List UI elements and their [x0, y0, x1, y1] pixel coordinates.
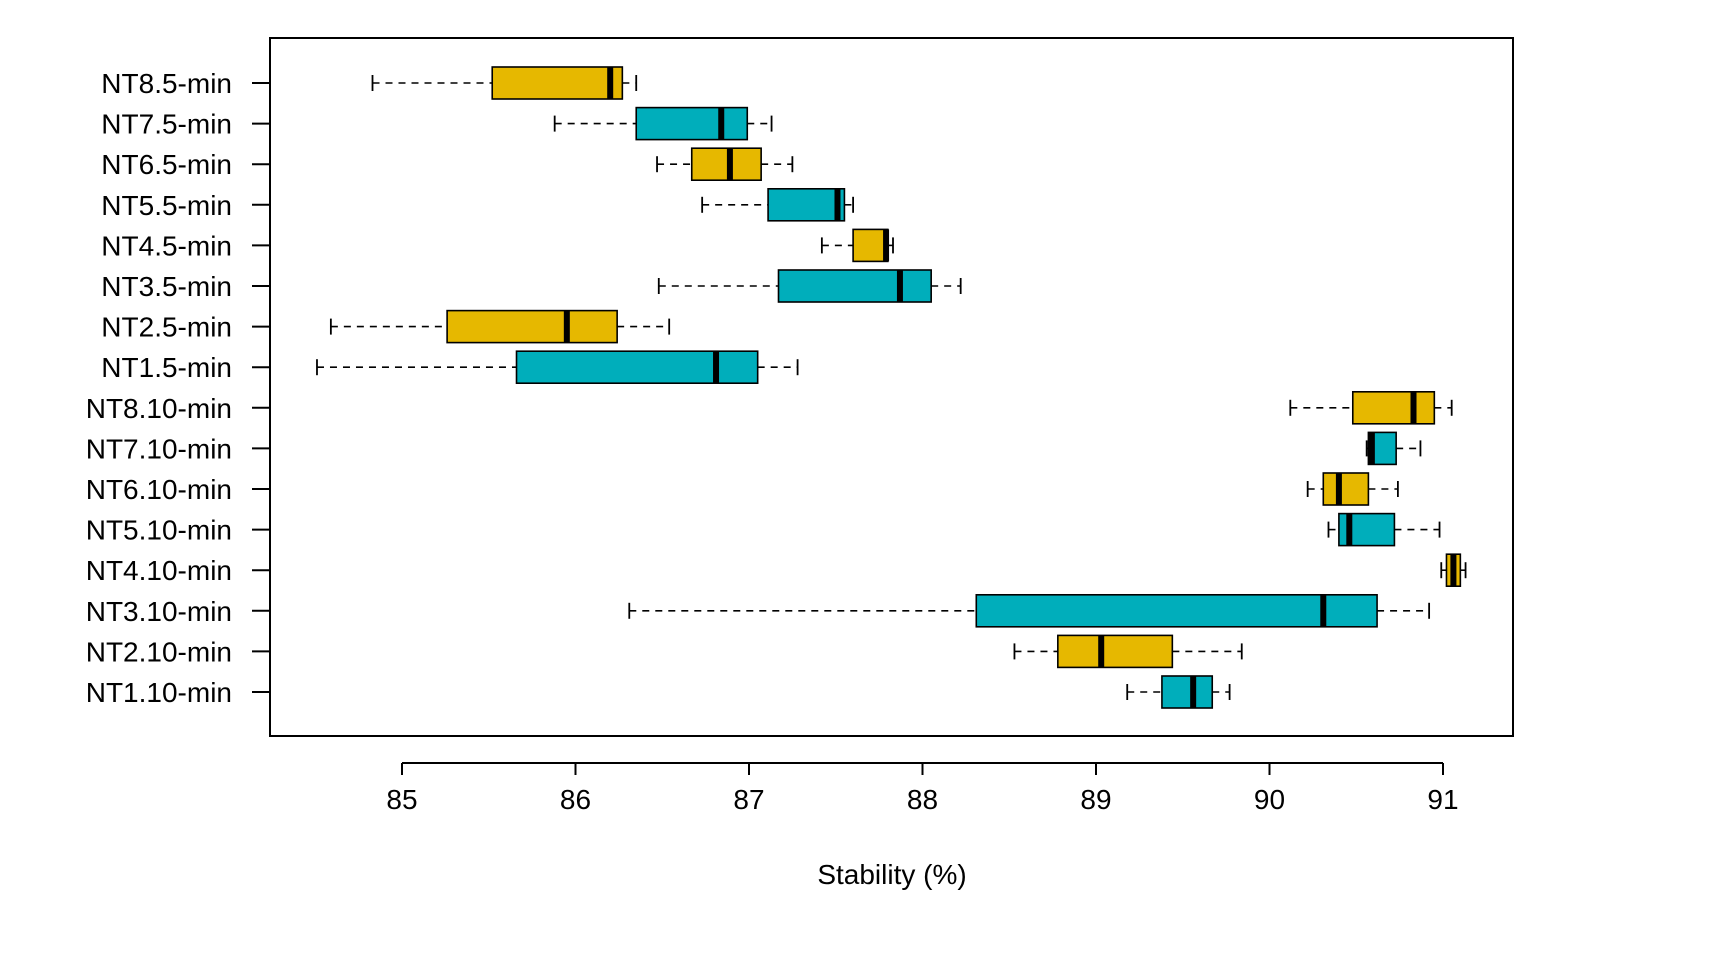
box-item-NT6.10-min: [1306, 472, 1399, 506]
x-tick-label: 86: [560, 784, 591, 815]
plot-frame: [269, 37, 1514, 737]
box-item-NT3.10-min: [628, 593, 1431, 628]
box-iqr: [1057, 634, 1174, 669]
box-item-NT7.5-min: [553, 106, 773, 141]
boxes-layer: [316, 66, 1467, 709]
x-tick-label: 89: [1080, 784, 1111, 815]
box-iqr: [767, 188, 846, 222]
box-iqr: [852, 228, 889, 263]
y-tick-label: NT8.10-min: [86, 393, 232, 424]
y-tick-label: NT7.10-min: [86, 433, 232, 464]
box-iqr: [690, 147, 762, 181]
box-iqr: [1322, 472, 1370, 506]
box-item-NT2.10-min: [1013, 634, 1243, 669]
box-iqr: [515, 350, 759, 385]
y-axis: NT8.5-min NT7.5-min NT6.5-min NT5.5-min NT4.…: [86, 68, 271, 708]
box-item-NT7.10-min: [1365, 431, 1422, 466]
box-iqr: [635, 106, 749, 141]
x-tick-label: 87: [733, 784, 764, 815]
box-item-NT5.10-min: [1327, 512, 1441, 547]
box-iqr: [491, 66, 624, 100]
y-tick-label: NT8.5-min: [101, 68, 232, 99]
x-tick-label: 88: [907, 784, 938, 815]
y-tick-label: NT5.5-min: [101, 190, 232, 221]
y-tick-label: NT2.5-min: [101, 312, 232, 343]
y-tick-label: NT7.5-min: [101, 109, 232, 140]
x-tick-label: 85: [386, 784, 417, 815]
box-iqr: [975, 593, 1378, 628]
x-tick-label: 91: [1427, 784, 1458, 815]
box-item-NT5.5-min: [701, 188, 854, 222]
box-item-NT8.5-min: [371, 66, 638, 100]
y-tick-label: NT3.10-min: [86, 596, 232, 627]
y-tick-label: NT1.10-min: [86, 677, 232, 708]
box-iqr: [1161, 675, 1214, 709]
y-tick-label: NT4.10-min: [86, 555, 232, 586]
y-tick-label: NT6.10-min: [86, 474, 232, 505]
box-item-NT4.10-min: [1440, 553, 1467, 588]
box-iqr: [446, 309, 618, 344]
y-tick-label: NT4.5-min: [101, 230, 232, 261]
box-item-NT2.5-min: [329, 309, 671, 344]
box-item-NT8.10-min: [1289, 390, 1453, 425]
y-tick-label: NT3.5-min: [101, 271, 232, 302]
y-tick-label: NT1.5-min: [101, 352, 232, 383]
box-item-NT4.5-min: [820, 228, 894, 263]
x-axis-title: Stability (%): [817, 859, 966, 890]
x-axis: 85 86 87 88 89 90 91: [386, 762, 1459, 815]
box-item-NT6.5-min: [656, 147, 794, 181]
y-tick-label: NT2.10-min: [86, 636, 232, 667]
box-item-NT3.5-min: [657, 269, 962, 303]
box-iqr: [1351, 390, 1436, 425]
box-iqr: [777, 269, 932, 303]
box-item-NT1.10-min: [1126, 675, 1231, 709]
box-item-NT1.5-min: [316, 350, 799, 385]
y-tick-label: NT6.5-min: [101, 149, 232, 180]
y-tick-label: NT5.10-min: [86, 515, 232, 546]
x-tick-label: 90: [1254, 784, 1285, 815]
